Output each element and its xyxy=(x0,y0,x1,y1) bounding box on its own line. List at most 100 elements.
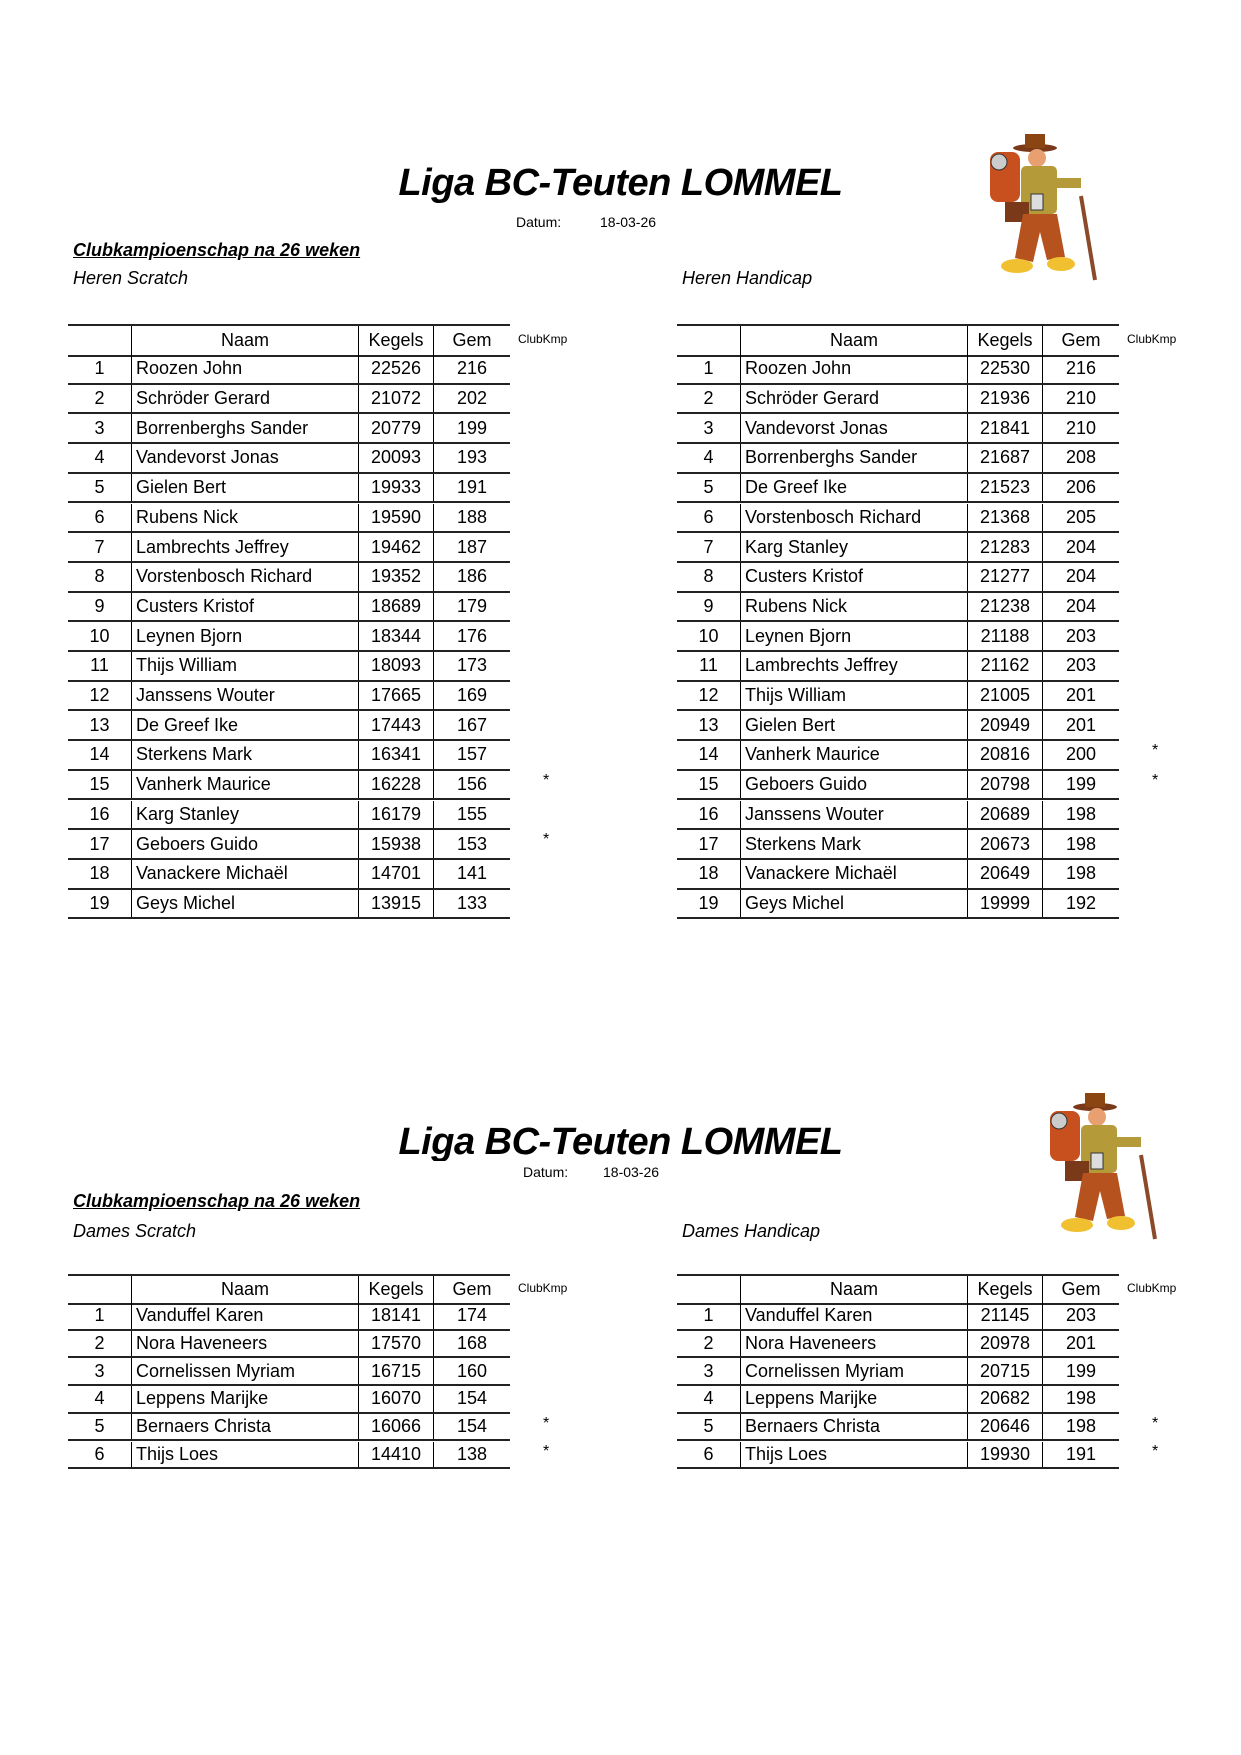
rank-cell: 16 xyxy=(89,803,110,824)
name-cell: De Greef Ike xyxy=(740,473,967,502)
header-kegels: Kegels xyxy=(358,326,433,355)
gem-cell: 203 xyxy=(1042,1303,1119,1329)
name-cell: Janssens Wouter xyxy=(131,681,358,710)
rank-cell: 9 xyxy=(703,595,714,616)
rank-cell: 7 xyxy=(94,536,105,557)
datum-value: 18-03-26 xyxy=(600,214,657,230)
gem-cell: 156 xyxy=(433,770,510,799)
name-cell: Vandevorst Jonas xyxy=(740,414,967,443)
kegels-cell: 18689 xyxy=(358,592,433,621)
kegels-cell: 16341 xyxy=(358,741,433,769)
kegels-cell: 19930 xyxy=(967,1441,1042,1468)
rank-cell: 19 xyxy=(89,892,110,913)
kegels-cell: 18141 xyxy=(358,1303,433,1329)
gem-cell: 191 xyxy=(433,473,510,502)
gem-cell: 208 xyxy=(1042,444,1119,472)
table-row: 1 Roozen John 22530 216 xyxy=(677,355,1119,385)
table-row: 18 Vanackere Michaël 14701 141 xyxy=(68,859,510,890)
table-row: 17 Sterkens Mark 20673 198 xyxy=(677,830,1119,860)
rank-cell: 12 xyxy=(89,685,110,706)
name-cell: Thijs Loes xyxy=(740,1441,967,1468)
gem-cell: 204 xyxy=(1042,533,1119,561)
name-cell: Lambrechts Jeffrey xyxy=(740,652,967,680)
table-row: 7 Lambrechts Jeffrey 19462 187 xyxy=(68,533,510,563)
header-clubkmp: ClubKmp xyxy=(1127,331,1177,346)
table-row: 12 Thijs William 21005 201 xyxy=(677,681,1119,712)
header-gem: Gem xyxy=(1042,326,1119,355)
rank-cell: 14 xyxy=(89,744,110,765)
name-cell: Thijs Loes xyxy=(131,1441,358,1468)
header-kegels: Kegels xyxy=(967,326,1042,355)
rank-cell: 5 xyxy=(703,1416,714,1437)
header-kegels: Kegels xyxy=(967,1276,1042,1303)
kegels-cell: 21283 xyxy=(967,533,1042,561)
gem-cell: 198 xyxy=(1042,830,1119,858)
gem-cell: 169 xyxy=(433,681,510,710)
table-row: 18 Vanackere Michaël 20649 198 xyxy=(677,859,1119,890)
clubkmp-marker: * xyxy=(1152,1414,1159,1432)
kegels-cell: 16070 xyxy=(358,1386,433,1412)
kegels-cell: 20646 xyxy=(967,1413,1042,1440)
kegels-cell: 20949 xyxy=(967,711,1042,740)
name-cell: Nora Haveneers xyxy=(131,1330,358,1357)
name-cell: De Greef Ike xyxy=(131,711,358,740)
table-row: 4 Leppens Marijke 20682 198 xyxy=(677,1386,1119,1414)
rank-cell: 4 xyxy=(703,447,714,468)
name-cell: Custers Kristof xyxy=(131,592,358,621)
table-row: 19 Geys Michel 19999 192 xyxy=(677,889,1119,920)
rank-cell: 13 xyxy=(698,714,719,735)
table-row: 16 Janssens Wouter 20689 198 xyxy=(677,800,1119,831)
kegels-cell: 13915 xyxy=(358,889,433,918)
kegels-cell: 21523 xyxy=(967,473,1042,502)
name-cell: Thijs William xyxy=(131,652,358,680)
table-row: 4 Vandevorst Jonas 20093 193 xyxy=(68,444,510,474)
name-cell: Cornelissen Myriam xyxy=(740,1358,967,1385)
kegels-cell: 16228 xyxy=(358,770,433,799)
rank-cell: 4 xyxy=(703,1388,714,1409)
gem-cell: 193 xyxy=(433,444,510,472)
header-rank xyxy=(68,1276,131,1303)
name-cell: Leynen Bjorn xyxy=(740,622,967,650)
name-cell: Leynen Bjorn xyxy=(131,622,358,650)
table-row: 5 De Greef Ike 21523 206 xyxy=(677,473,1119,504)
kegels-cell: 21238 xyxy=(967,592,1042,621)
kegels-cell: 14701 xyxy=(358,859,433,888)
name-cell: Borrenberghs Sander xyxy=(740,444,967,472)
rank-cell: 10 xyxy=(698,625,719,646)
rank-cell: 1 xyxy=(703,1305,714,1326)
name-cell: Cornelissen Myriam xyxy=(131,1358,358,1385)
rank-cell: 13 xyxy=(89,714,110,735)
name-cell: Vanackere Michaël xyxy=(740,859,967,888)
rank-cell: 18 xyxy=(698,863,719,884)
name-cell: Schröder Gerard xyxy=(740,384,967,413)
table-row: 1 Vanduffel Karen 18141 174 xyxy=(68,1303,510,1331)
subtitle: Clubkampioenschap na 26 weken xyxy=(73,240,361,260)
kegels-cell: 19999 xyxy=(967,889,1042,918)
datum-label-2: Datum: xyxy=(523,1164,569,1180)
kegels-cell: 16179 xyxy=(358,800,433,829)
clubkmp-marker: * xyxy=(543,831,550,849)
name-cell: Vanduffel Karen xyxy=(131,1303,358,1329)
kegels-cell: 17665 xyxy=(358,681,433,710)
gem-cell: 210 xyxy=(1042,414,1119,443)
kegels-cell: 21072 xyxy=(358,384,433,413)
table-row: 3 Cornelissen Myriam 16715 160 xyxy=(68,1358,510,1387)
gem-cell: 174 xyxy=(433,1303,510,1329)
rank-cell: 19 xyxy=(698,892,719,913)
rank-cell: 5 xyxy=(703,477,714,498)
table-header-row: Naam Kegels Gem xyxy=(68,1274,510,1305)
name-cell: Vanherk Maurice xyxy=(740,741,967,769)
rank-cell: 12 xyxy=(698,685,719,706)
header-gem: Gem xyxy=(1042,1276,1119,1303)
table-row: 6 Thijs Loes 19930 191 xyxy=(677,1441,1119,1470)
name-cell: Sterkens Mark xyxy=(131,741,358,769)
gem-cell: 216 xyxy=(433,355,510,383)
name-cell: Leppens Marijke xyxy=(740,1386,967,1412)
name-cell: Custers Kristof xyxy=(740,562,967,591)
table-row: 8 Custers Kristof 21277 204 xyxy=(677,562,1119,593)
kegels-cell: 21277 xyxy=(967,562,1042,591)
gem-cell: 205 xyxy=(1042,503,1119,532)
section-label-heren-scratch: Heren Scratch xyxy=(73,268,189,288)
kegels-cell: 21188 xyxy=(967,622,1042,650)
rank-cell: 6 xyxy=(94,506,105,527)
